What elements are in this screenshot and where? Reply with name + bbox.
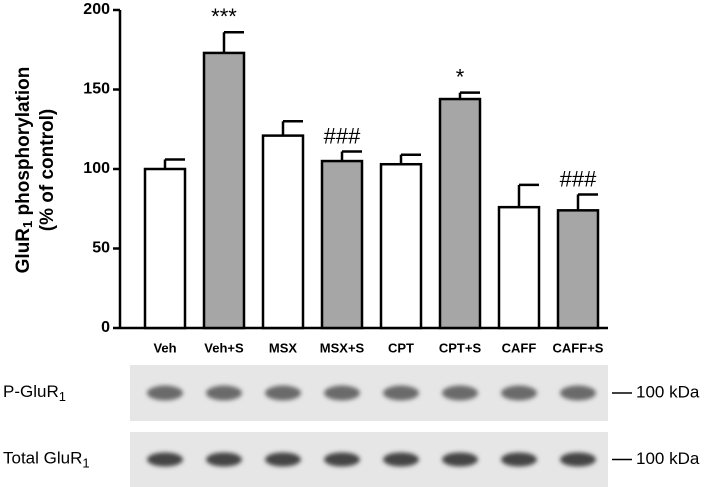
blot-band <box>383 385 419 401</box>
y-tick-label: 200 <box>83 1 110 18</box>
significance-label: * <box>456 64 465 89</box>
blot-label-main: Total GluR <box>3 449 82 468</box>
y-tick-label: 150 <box>83 81 110 98</box>
blot-band <box>442 385 478 401</box>
x-tick-label: Veh+S <box>204 340 244 355</box>
bar <box>497 205 541 330</box>
blot-band <box>206 452 242 467</box>
y-label-rest: phosphorylation <box>13 67 34 221</box>
marker-label: 100 kDa <box>636 382 700 401</box>
significance-label: ### <box>560 166 597 191</box>
blot-band <box>265 452 301 467</box>
y-tick-label: 100 <box>83 160 110 177</box>
y-axis-title: GluR1 phosphorylation (% of control) <box>13 67 58 274</box>
blot-label: Total GluR1 <box>3 449 90 471</box>
blot-band <box>442 452 478 467</box>
significance-label: *** <box>211 4 237 29</box>
blot-band <box>560 452 596 467</box>
significance-label: ### <box>324 123 361 148</box>
x-tick-label: MSX+S <box>320 340 365 355</box>
bar <box>202 51 246 330</box>
blot-label-sub: 1 <box>59 389 66 404</box>
marker-label: 100 kDa <box>636 449 700 468</box>
blot-band <box>560 385 596 401</box>
bar <box>438 97 482 330</box>
blot-band <box>501 385 537 401</box>
x-tick-label: CPT+S <box>439 340 482 355</box>
y-tick-label: 50 <box>92 240 110 257</box>
bar <box>556 209 600 330</box>
bar <box>261 134 305 330</box>
blot-band <box>383 452 419 467</box>
y-label-line1: GluR1 phosphorylation <box>13 67 35 274</box>
x-tick-label: CAFF+S <box>553 340 604 355</box>
blot-band <box>206 385 242 401</box>
y-label-line2: (% of control) <box>37 109 58 231</box>
x-tick-label: Veh <box>153 340 176 355</box>
blot-band <box>324 385 360 401</box>
y-tick-label: 0 <box>101 319 110 336</box>
bar <box>379 162 423 330</box>
bar <box>320 159 364 330</box>
blot-label-main: P-GluR <box>3 382 59 401</box>
blot-band <box>147 452 183 467</box>
x-tick-label: CPT <box>388 340 414 355</box>
blot-band <box>501 452 537 467</box>
y-label-sub: 1 <box>20 221 35 228</box>
blot-label: P-GluR1 <box>3 382 66 404</box>
blot-band <box>324 452 360 467</box>
y-label-main: GluR <box>13 228 34 274</box>
blot-band <box>147 385 183 401</box>
bar <box>143 167 187 330</box>
blot-band <box>265 385 301 401</box>
x-tick-label: CAFF <box>502 340 537 355</box>
x-tick-label: MSX <box>269 340 298 355</box>
blot-label-sub: 1 <box>82 456 89 471</box>
